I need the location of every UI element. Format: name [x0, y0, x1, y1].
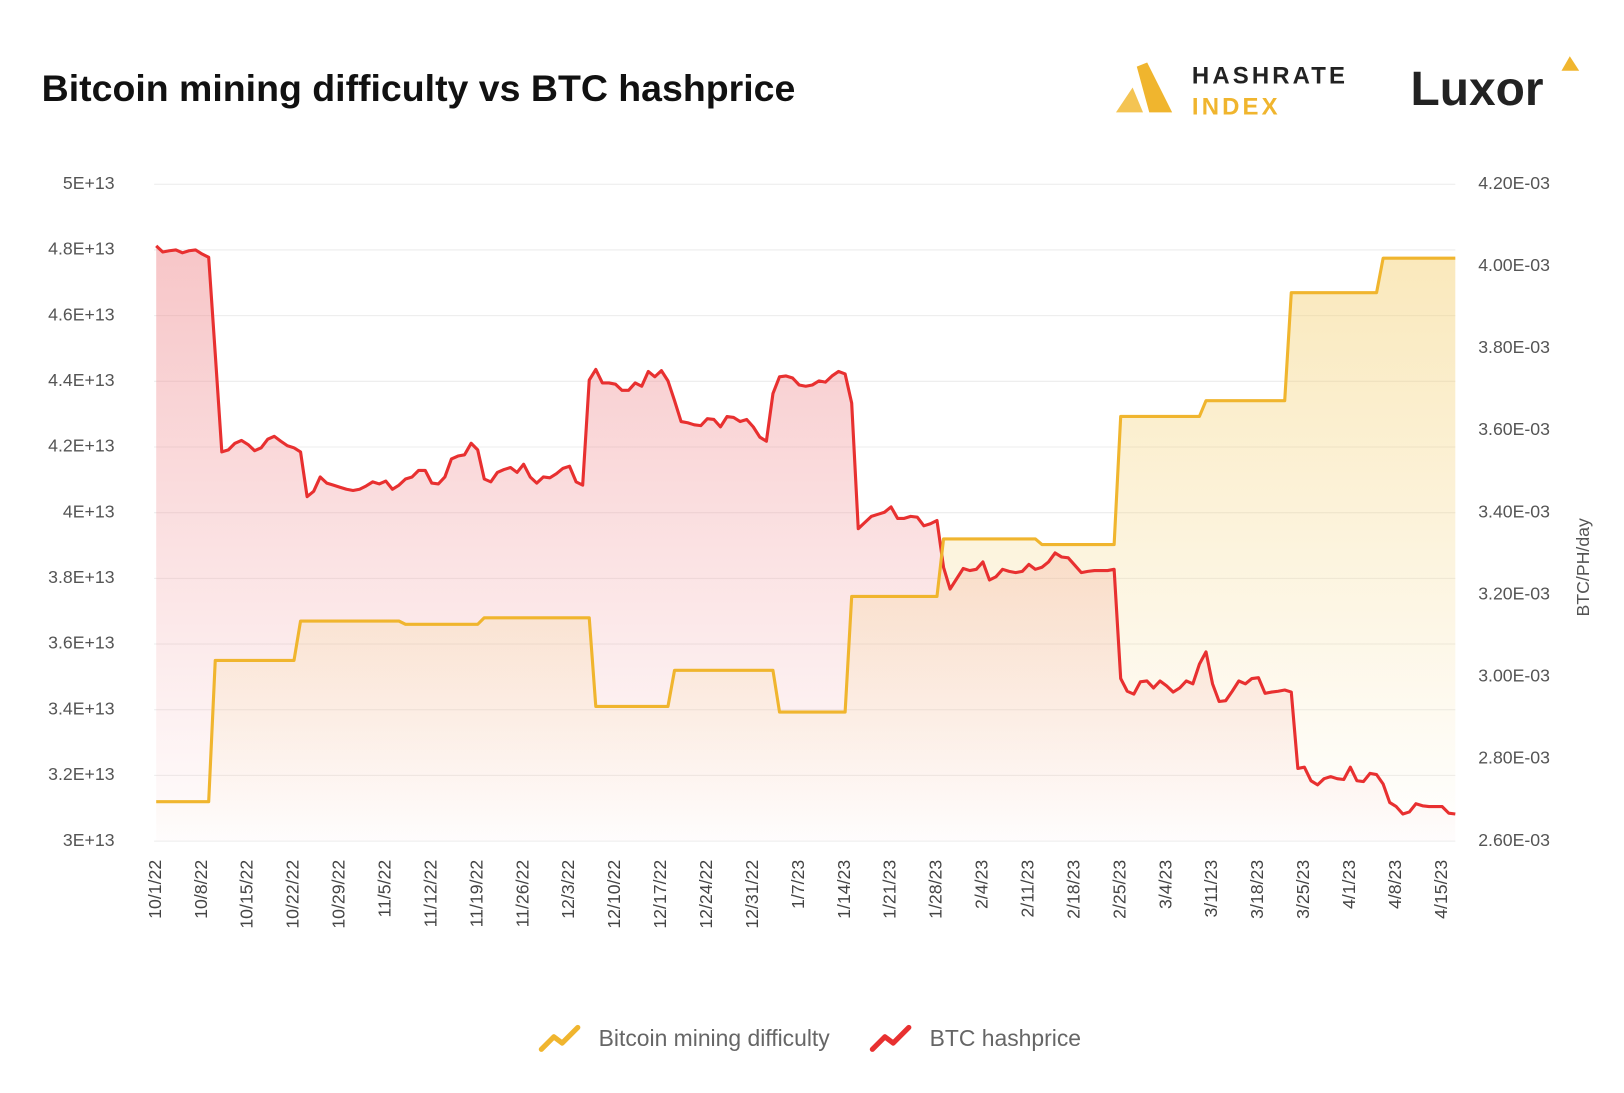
legend-icon — [538, 1024, 581, 1052]
x-tick-label: 10/29/22 — [329, 860, 349, 929]
y-tick-label: 3.8E+13 — [48, 567, 115, 587]
y2-axis-title: BTC/PH/day — [1573, 518, 1593, 616]
y-tick-label: 3.6E+13 — [48, 633, 115, 653]
x-tick-label: 4/15/23 — [1431, 860, 1451, 919]
y2-tick-label: 3.20E-03 — [1478, 583, 1550, 603]
x-tick-label: 10/8/22 — [191, 860, 211, 919]
x-tick-label: 12/31/22 — [742, 860, 762, 929]
plot-area: 3E+13 3.2E+13 3.4E+13 3.6E+13 3.8E+13 4E+13 4.… — [48, 173, 1550, 929]
y-tick-label: 4.4E+13 — [48, 370, 115, 390]
x-tick-label: 3/25/23 — [1293, 860, 1313, 919]
x-tick-label: 10/1/22 — [145, 860, 165, 919]
x-tick-label: 11/19/22 — [466, 860, 486, 928]
x-tick-label: 1/7/23 — [788, 860, 808, 909]
x-tick-label: 3/11/23 — [1201, 860, 1221, 918]
x-tick-label: 1/21/23 — [880, 860, 900, 919]
x-tick-label: 4/1/23 — [1339, 860, 1359, 909]
x-tick-label: 2/11/23 — [1018, 860, 1038, 918]
y-tick-label: 4E+13 — [63, 501, 115, 521]
x-tick-label: 12/24/22 — [696, 860, 716, 929]
legend-label: Bitcoin mining difficulty — [599, 1025, 831, 1051]
x-tick-label: 11/26/22 — [512, 860, 532, 928]
x-tick-label: 1/14/23 — [834, 860, 854, 919]
legend-label: BTC hashprice — [930, 1025, 1081, 1051]
y-tick-label: 5E+13 — [63, 173, 115, 193]
x-tick-label: 3/4/23 — [1155, 860, 1175, 909]
x-tick-label: 10/22/22 — [283, 860, 303, 929]
hashrate-index-logo: HASHRATE INDEX — [1115, 62, 1348, 121]
legend: Bitcoin mining difficulty BTC hashprice — [538, 1024, 1081, 1052]
y-tick-label: 3E+13 — [63, 830, 115, 850]
logo-text: INDEX — [1192, 94, 1281, 121]
y2-tick-label: 3.60E-03 — [1478, 419, 1550, 439]
y-tick-label: 3.4E+13 — [48, 698, 115, 718]
x-tick-label: 4/8/23 — [1385, 860, 1405, 909]
y2-tick-label: 4.00E-03 — [1478, 255, 1550, 275]
chart-title: Bitcoin mining difficulty vs BTC hashpri… — [42, 67, 796, 109]
y-tick-label: 4.8E+13 — [48, 239, 115, 259]
y-tick-label: 4.2E+13 — [48, 436, 115, 456]
x-tick-label: 11/5/22 — [375, 860, 395, 918]
y-tick-label: 3.2E+13 — [48, 764, 115, 784]
y2-tick-label: 4.20E-03 — [1478, 173, 1550, 193]
y2-tick-label: 3.40E-03 — [1478, 501, 1550, 521]
x-tick-label: 1/28/23 — [926, 860, 946, 919]
y2-tick-label: 2.80E-03 — [1478, 748, 1550, 768]
x-tick-label: 12/3/22 — [558, 860, 578, 919]
y2-tick-label: 3.00E-03 — [1478, 666, 1550, 686]
x-tick-label: 2/4/23 — [972, 860, 992, 909]
x-tick-label: 12/17/22 — [650, 860, 670, 929]
y-tick-label: 4.6E+13 — [48, 304, 115, 324]
legend-icon — [869, 1024, 912, 1052]
x-tick-label: 3/18/23 — [1247, 860, 1267, 919]
y2-tick-label: 3.80E-03 — [1478, 337, 1550, 357]
line — [155, 244, 1456, 816]
logo-text: Luxor — [1411, 63, 1544, 116]
x-tick-label: 2/18/23 — [1063, 860, 1083, 919]
x-tick-label: 10/15/22 — [237, 860, 257, 929]
area — [156, 258, 1456, 842]
luxor-logo: Luxor — [1411, 56, 1580, 116]
logo-text: HASHRATE — [1192, 62, 1348, 89]
x-tick-label: 2/25/23 — [1109, 860, 1129, 919]
line — [156, 256, 1456, 804]
x-tick-label: 11/12/22 — [420, 860, 440, 928]
y2-tick-label: 2.60E-03 — [1478, 830, 1550, 850]
x-tick-label: 12/10/22 — [604, 860, 624, 929]
